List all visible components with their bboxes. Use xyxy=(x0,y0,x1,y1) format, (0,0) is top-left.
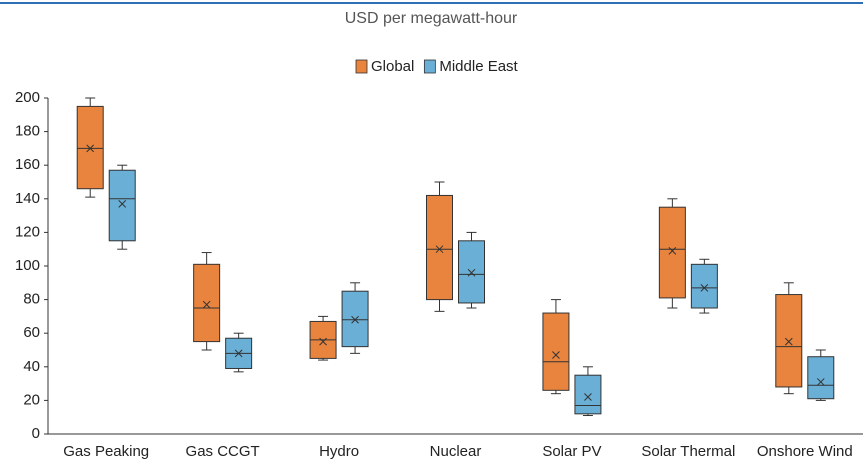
box xyxy=(458,240,485,304)
mean-marker xyxy=(435,245,444,254)
x-tick-label: Gas Peaking xyxy=(63,443,149,460)
chart-title: USD per megawatt-hour xyxy=(345,10,518,27)
legend-swatch xyxy=(423,59,436,74)
y-tick-label: 200 xyxy=(15,89,40,106)
box xyxy=(193,263,221,343)
legend-label: Middle East xyxy=(439,58,518,75)
legend-swatch xyxy=(355,59,368,74)
mean-marker xyxy=(319,337,327,346)
mean-marker xyxy=(584,393,592,401)
y-tick-label: 40 xyxy=(23,358,40,375)
y-tick-label: 60 xyxy=(23,324,40,341)
y-tick-label: 160 xyxy=(15,156,40,173)
x-tick-label: Gas CCGT xyxy=(186,443,260,460)
x-tick-label: Solar Thermal xyxy=(641,443,735,460)
box xyxy=(76,105,104,190)
box xyxy=(807,356,835,400)
y-tick-label: 0 xyxy=(32,425,40,442)
mean-marker xyxy=(234,349,243,358)
mean-marker xyxy=(552,351,560,359)
box xyxy=(690,263,718,309)
box xyxy=(775,294,803,388)
y-tick-label: 180 xyxy=(15,123,40,140)
box xyxy=(574,374,602,415)
box xyxy=(658,206,686,299)
mean-marker xyxy=(700,283,709,292)
box xyxy=(108,169,136,242)
y-tick-label: 120 xyxy=(15,223,40,240)
box xyxy=(341,290,369,348)
mean-marker xyxy=(668,247,677,255)
y-tick-label: 80 xyxy=(23,291,40,308)
x-tick-label: Solar PV xyxy=(542,443,601,460)
y-tick-label: 100 xyxy=(15,257,40,274)
x-tick-label: Onshore Wind xyxy=(757,443,853,460)
box xyxy=(426,194,453,301)
box xyxy=(542,312,570,391)
mean-marker xyxy=(86,144,95,153)
mean-marker xyxy=(202,300,211,309)
mean-marker xyxy=(467,268,476,277)
x-tick-label: Nuclear xyxy=(430,443,482,460)
mean-marker xyxy=(784,337,793,346)
x-tick-label: Hydro xyxy=(319,443,359,460)
mean-marker xyxy=(118,199,127,208)
mean-marker xyxy=(351,315,359,324)
mean-marker xyxy=(816,378,825,386)
y-tick-label: 140 xyxy=(15,190,40,207)
y-tick-label: 20 xyxy=(23,391,40,408)
legend-label: Global xyxy=(371,58,414,75)
